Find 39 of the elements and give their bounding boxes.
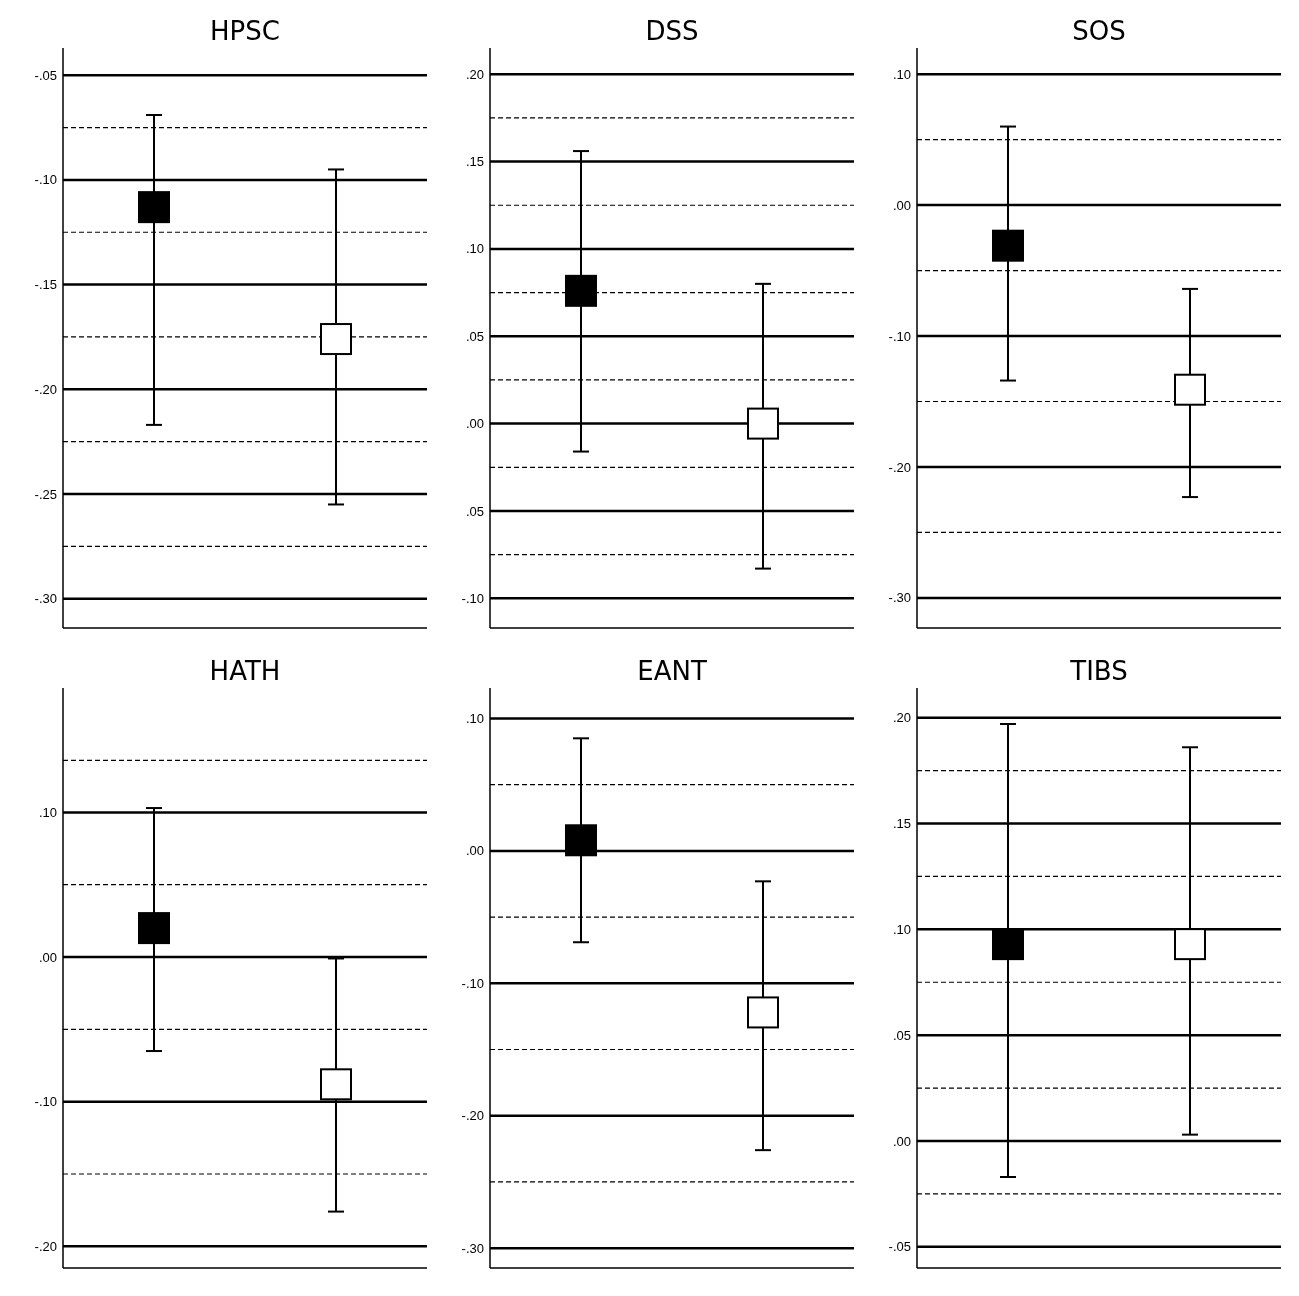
y-tick-label: .00: [465, 416, 484, 432]
y-tick-label: -.10: [34, 1094, 57, 1110]
y-tick-label: -.15: [34, 277, 57, 293]
y-tick-label: -.10: [461, 590, 484, 606]
y-tick-label: .05: [465, 503, 484, 519]
y-tick-label: .10: [892, 66, 911, 82]
y-tick-label: -.05: [34, 67, 57, 83]
y-tick-label: .15: [892, 816, 911, 832]
y-tick-label: .15: [465, 154, 484, 170]
y-tick-label: -.10: [888, 328, 911, 344]
y-tick-label: -.10: [461, 975, 484, 991]
y-tick-label: .00: [38, 949, 57, 965]
y-tick-label: -.20: [34, 381, 57, 397]
y-tick-label: .00: [892, 1133, 911, 1149]
y-tick-label: -.20: [34, 1238, 57, 1254]
y-tick-label: .10: [465, 711, 484, 727]
chart-title: HATH: [209, 656, 281, 686]
y-tick-label: .05: [892, 1027, 911, 1043]
y-tick-label: .20: [465, 66, 484, 82]
y-tick-label: .10: [38, 804, 57, 820]
y-tick-label: -.05: [888, 1239, 911, 1255]
y-tick-label: -.20: [888, 459, 911, 475]
y-tick-label: -.30: [34, 591, 57, 607]
y-tick-label: -.10: [34, 172, 57, 188]
y-tick-label: .10: [465, 241, 484, 257]
chart-title: EANT: [637, 656, 707, 686]
chart-title: DSS: [645, 16, 699, 46]
y-tick-label: -.20: [461, 1108, 484, 1124]
y-tick-label: .00: [892, 197, 911, 213]
y-tick-label: .10: [892, 921, 911, 937]
chart-title: TIBS: [1069, 656, 1128, 686]
chart-title: SOS: [1072, 16, 1126, 46]
y-tick-label: .05: [465, 328, 484, 344]
y-tick-label: -.30: [461, 1240, 484, 1256]
y-tick-label: -.25: [34, 486, 57, 502]
chart-title: HPSC: [210, 16, 280, 46]
y-tick-label: .00: [465, 843, 484, 859]
y-tick-label: -.30: [888, 590, 911, 606]
y-tick-label: .20: [892, 710, 911, 726]
